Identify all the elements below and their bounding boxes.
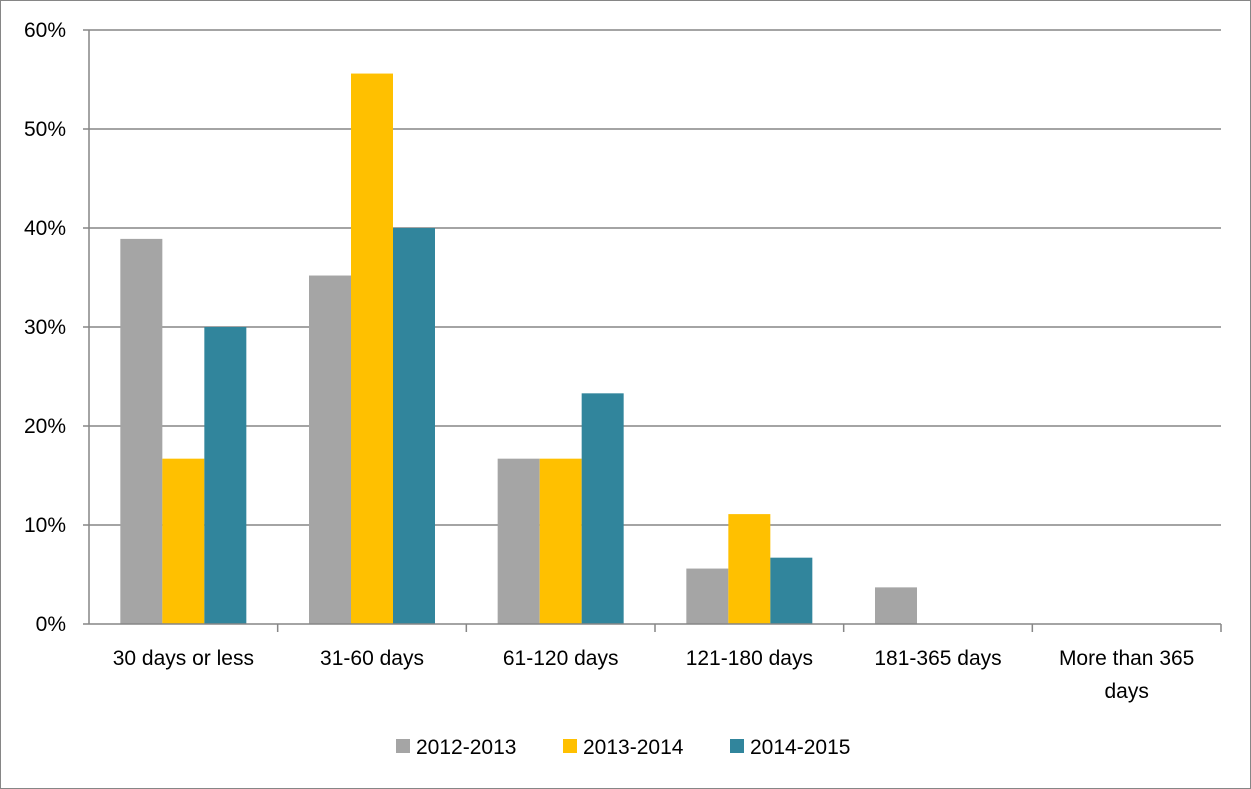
y-tick-label: 40% <box>24 217 66 240</box>
bars <box>120 73 917 624</box>
bar-2013-2014-2 <box>539 458 582 624</box>
bar-2013-2014-0 <box>162 458 205 624</box>
bar-2012-2013-4 <box>875 587 917 624</box>
legend: 2012-2013 2013-2014 2014-2015 <box>396 736 850 759</box>
x-tick-label: 31-60 days <box>320 647 424 670</box>
legend-label: 2013-2014 <box>583 736 684 759</box>
y-tick-label: 20% <box>24 415 66 438</box>
x-tick-label: 181-365 days <box>874 647 1001 670</box>
axes <box>83 29 1222 632</box>
x-tick-label: 61-120 days <box>503 647 619 670</box>
bar-2013-2014-1 <box>351 73 393 624</box>
y-tick-label: 10% <box>24 514 66 537</box>
bar-2014-2015-1 <box>393 228 435 624</box>
y-tick-labels: 0% 10% 20% 30% 40% 50% 60% <box>24 19 66 636</box>
bar-2014-2015-2 <box>581 393 624 624</box>
x-tick-label: days <box>1104 680 1148 703</box>
bar-2012-2013-1 <box>309 275 351 624</box>
gridlines <box>89 29 1221 526</box>
bar-2012-2013-2 <box>497 458 540 624</box>
y-tick-label: 0% <box>36 613 66 636</box>
bar-2012-2013-0 <box>120 238 163 624</box>
bar-2014-2015-0 <box>204 327 247 624</box>
y-tick-label: 60% <box>24 19 66 42</box>
bar-2013-2014-3 <box>728 514 771 624</box>
legend-label: 2012-2013 <box>416 736 516 759</box>
x-tick-label: More than 365 <box>1059 647 1194 670</box>
legend-label: 2014-2015 <box>750 736 850 759</box>
legend-swatch-2012-2013 <box>396 739 410 753</box>
bar-2012-2013-3 <box>686 568 729 624</box>
legend-swatch-2014-2015 <box>730 739 744 753</box>
x-tick-label: 30 days or less <box>113 647 254 670</box>
y-tick-label: 50% <box>24 118 66 141</box>
x-tick-labels: 30 days or less 31-60 days 61-120 days 121-… <box>113 647 1195 703</box>
bar-2014-2015-3 <box>770 557 813 624</box>
x-tick-label: 121-180 days <box>686 647 813 670</box>
y-tick-label: 30% <box>24 316 66 339</box>
legend-swatch-2013-2014 <box>563 739 577 753</box>
